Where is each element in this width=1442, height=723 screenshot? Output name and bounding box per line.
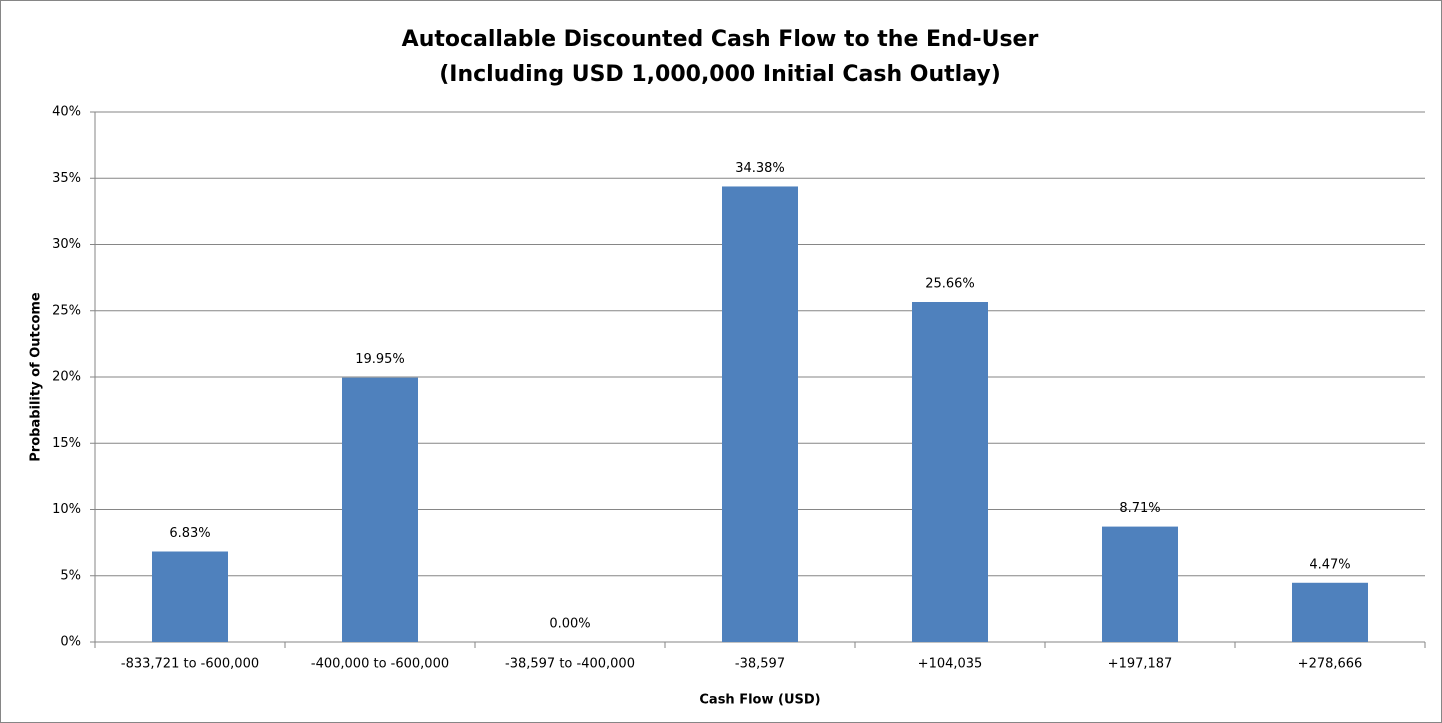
bar xyxy=(722,186,798,642)
x-tick-label: -38,597 to -400,000 xyxy=(505,657,635,672)
x-tick-label: -833,721 to -600,000 xyxy=(121,657,259,672)
y-tick-label: 0% xyxy=(60,635,81,650)
bar xyxy=(912,302,988,642)
y-tick-label: 25% xyxy=(52,303,81,318)
data-label: 25.66% xyxy=(925,277,975,292)
y-axis-title: Probability of Outcome xyxy=(29,292,44,462)
y-tick-label: 10% xyxy=(52,502,81,517)
y-tick-label: 35% xyxy=(52,171,81,186)
y-tick-label: 20% xyxy=(52,370,81,385)
x-tick-label: +278,666 xyxy=(1298,657,1363,672)
bar xyxy=(152,551,228,642)
data-label: 19.95% xyxy=(355,352,405,367)
data-label: 4.47% xyxy=(1309,557,1350,572)
data-label: 0.00% xyxy=(549,617,590,632)
data-label: 8.71% xyxy=(1119,501,1160,516)
y-tick-label: 40% xyxy=(52,105,81,120)
x-tick-label: -38,597 xyxy=(735,657,785,672)
data-label: 34.38% xyxy=(735,161,785,176)
bar xyxy=(342,377,418,642)
x-tick-label: +197,187 xyxy=(1108,657,1173,672)
chart-subtitle: (Including USD 1,000,000 Initial Cash Ou… xyxy=(439,62,1001,87)
x-tick-label: +104,035 xyxy=(918,657,983,672)
bar xyxy=(1292,582,1368,642)
bar xyxy=(1102,526,1178,642)
y-tick-label: 15% xyxy=(52,436,81,451)
x-axis-title: Cash Flow (USD) xyxy=(699,693,820,708)
chart-title: Autocallable Discounted Cash Flow to the… xyxy=(402,27,1039,52)
data-label: 6.83% xyxy=(169,526,210,541)
y-tick-label: 30% xyxy=(52,237,81,252)
y-tick-label: 5% xyxy=(60,568,81,583)
x-tick-label: -400,000 to -600,000 xyxy=(311,657,449,672)
